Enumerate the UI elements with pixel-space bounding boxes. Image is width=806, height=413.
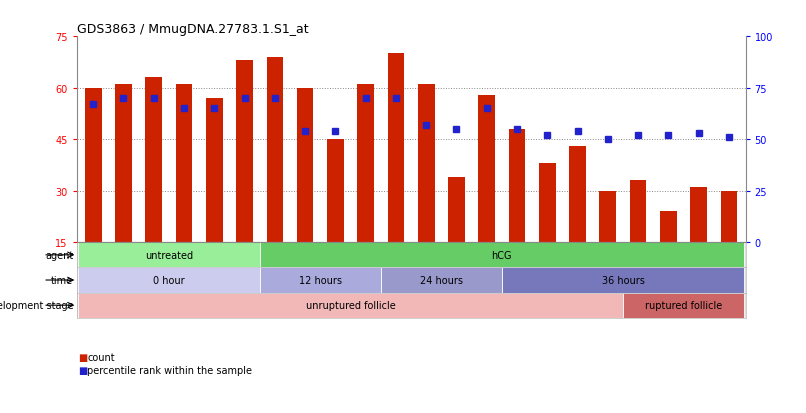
Bar (721, 191, 737, 243)
Text: time: time (51, 275, 73, 285)
Text: unruptured follicle: unruptured follicle (305, 301, 396, 311)
Bar (509, 130, 526, 243)
Bar (115, 85, 132, 243)
Text: 24 hours: 24 hours (420, 275, 463, 285)
Text: 36 hours: 36 hours (601, 275, 644, 285)
Text: hCG: hCG (492, 250, 512, 260)
Text: ■: ■ (78, 352, 87, 362)
Bar (267, 58, 283, 243)
Bar (479, 95, 495, 243)
Bar (176, 85, 193, 243)
Bar (629, 181, 646, 243)
Bar (502, 268, 744, 293)
Bar (357, 85, 374, 243)
Bar (206, 99, 222, 243)
Bar (388, 54, 405, 243)
Bar (380, 268, 502, 293)
Text: GDS3863 / MmugDNA.27783.1.S1_at: GDS3863 / MmugDNA.27783.1.S1_at (77, 23, 308, 36)
Bar (448, 178, 465, 243)
Bar (327, 140, 343, 243)
Bar (660, 212, 677, 243)
Bar (78, 293, 623, 318)
Bar (85, 88, 102, 243)
Bar (539, 164, 555, 243)
Text: count: count (87, 352, 114, 362)
Text: percentile rank within the sample: percentile rank within the sample (87, 365, 252, 375)
Text: agent: agent (45, 250, 73, 260)
Bar (260, 268, 380, 293)
Text: 12 hours: 12 hours (299, 275, 342, 285)
Bar (623, 293, 744, 318)
Bar (78, 268, 260, 293)
Text: 0 hour: 0 hour (153, 275, 185, 285)
Bar (600, 191, 616, 243)
Text: ruptured follicle: ruptured follicle (645, 301, 722, 311)
Bar (145, 78, 162, 243)
Bar (78, 243, 260, 268)
Text: ■: ■ (78, 365, 87, 375)
Bar (297, 88, 314, 243)
Bar (260, 243, 744, 268)
Bar (690, 188, 707, 243)
Text: untreated: untreated (145, 250, 193, 260)
Bar (418, 85, 434, 243)
Bar (236, 61, 253, 243)
Bar (569, 147, 586, 243)
Text: development stage: development stage (0, 301, 73, 311)
